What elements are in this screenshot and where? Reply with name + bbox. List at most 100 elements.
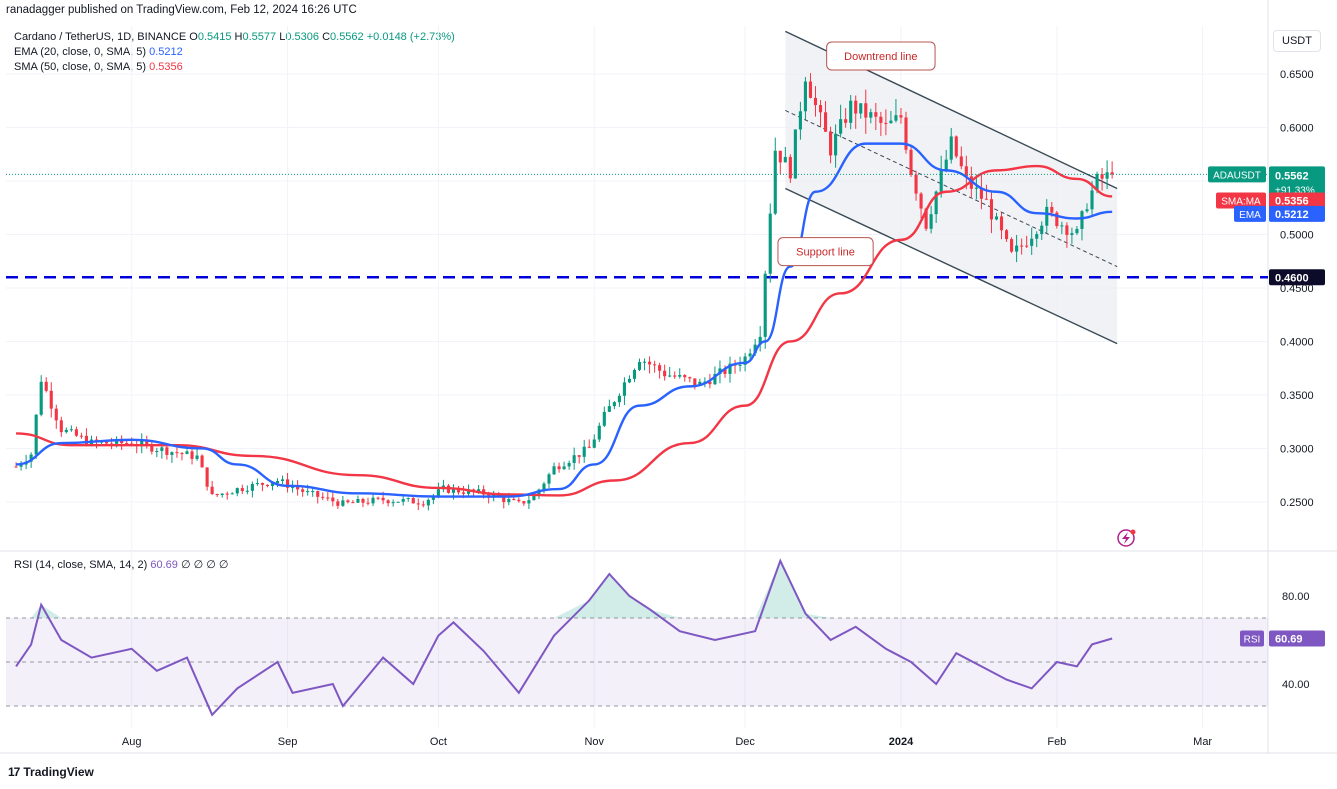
candle-body	[311, 491, 315, 493]
ema-name-tag	[1234, 205, 1266, 222]
candle-body	[834, 133, 838, 156]
chart-legend: Cardano / TetherUS, 1D, BINANCE O0.5415 …	[14, 30, 455, 75]
candle-body	[587, 446, 591, 448]
candle-body	[773, 150, 777, 214]
candle	[839, 104, 843, 138]
candle-body	[115, 438, 119, 444]
candle-body	[844, 119, 848, 123]
candle-body	[426, 499, 430, 506]
candle-body	[1080, 211, 1084, 229]
candle-body	[552, 466, 556, 475]
candle-body	[753, 344, 757, 354]
candle-body	[411, 498, 415, 504]
candle-body	[195, 455, 199, 459]
annotations: Downtrend line Support line	[777, 41, 936, 267]
price-tick-label: 0.4500	[1280, 283, 1314, 295]
candle-body	[778, 150, 782, 163]
candle	[316, 490, 320, 504]
open-value: 0.5415	[197, 31, 232, 43]
candle-body	[74, 429, 78, 436]
candle	[602, 406, 606, 428]
candle-body	[1025, 245, 1029, 247]
candle-body	[648, 361, 652, 365]
candle	[1110, 161, 1114, 179]
footer-brand: TradingView	[23, 765, 94, 779]
downtrend-callout: Downtrend line	[826, 41, 936, 71]
candle-body	[869, 112, 873, 118]
rsi-pane: 80.00 40.00 RSI 60.69	[6, 558, 1325, 717]
high-label: H	[234, 31, 243, 43]
candle	[557, 462, 561, 473]
candle-body	[959, 156, 963, 167]
candle-body	[477, 489, 481, 492]
candle	[180, 452, 184, 461]
sma-name-label: SMA:MA	[1221, 196, 1261, 207]
support-line	[785, 187, 1118, 345]
support-price-label: 0.4600	[1275, 272, 1309, 284]
candle	[64, 427, 68, 434]
ema-label: EMA (20, close, 0, SMA, 5)	[14, 46, 147, 58]
candle	[336, 498, 340, 509]
candle-body	[607, 406, 611, 412]
candle-body	[185, 451, 189, 455]
currency-selector[interactable]: USDT	[1273, 30, 1321, 52]
candle	[823, 101, 828, 133]
price-tick-label: 0.3500	[1280, 390, 1314, 402]
candle-body	[421, 504, 425, 506]
candle	[773, 137, 777, 216]
candle	[84, 428, 89, 447]
candle	[612, 401, 616, 410]
candle-body	[1110, 172, 1114, 175]
candle-body	[859, 103, 863, 114]
candle-body	[512, 499, 516, 501]
candle-body	[532, 495, 536, 501]
candle-body	[371, 497, 375, 504]
candle	[346, 499, 350, 504]
candle	[632, 368, 637, 383]
candle-body	[150, 444, 154, 452]
rsi-value-label: 60.69	[1275, 633, 1303, 645]
candle	[280, 475, 285, 485]
candle-body	[723, 368, 727, 374]
candle	[909, 147, 913, 177]
candle	[567, 460, 571, 470]
time-tick-label: Oct	[430, 736, 447, 748]
candle	[859, 103, 863, 119]
candle	[44, 377, 48, 393]
candle-body	[989, 199, 994, 220]
candle-body	[331, 497, 335, 502]
candle	[39, 375, 43, 417]
candle	[683, 374, 687, 382]
candle	[808, 73, 813, 99]
change-value: +0.0148 (+2.73%)	[366, 31, 455, 43]
candle-body	[230, 493, 234, 495]
candle	[1035, 231, 1039, 248]
last-price-change: +91.33%	[1275, 185, 1315, 196]
candle-body	[240, 488, 244, 492]
candle-body	[165, 447, 169, 455]
candle	[456, 485, 461, 495]
candle-body	[1065, 225, 1069, 235]
candle-body	[160, 447, 164, 451]
candle	[728, 356, 732, 383]
candle-body	[215, 494, 219, 496]
candle-body	[547, 474, 551, 484]
candle	[69, 425, 73, 432]
candle-body	[929, 214, 933, 229]
candle-body	[758, 336, 762, 345]
candle-body	[612, 402, 616, 407]
candle-body	[954, 136, 958, 157]
lightning-icon	[1117, 529, 1136, 547]
candle	[376, 496, 380, 501]
candle-body	[678, 375, 682, 377]
candle	[1055, 211, 1059, 229]
candle	[597, 422, 601, 443]
candle	[989, 190, 994, 234]
candle-body	[909, 149, 913, 175]
ema-value: 0.5212	[149, 46, 183, 58]
ema-value-tag	[1269, 205, 1325, 222]
candle-body	[713, 374, 717, 385]
candle-body	[14, 466, 18, 468]
publisher-text: ranadagger published on TradingView.com,…	[6, 4, 357, 16]
